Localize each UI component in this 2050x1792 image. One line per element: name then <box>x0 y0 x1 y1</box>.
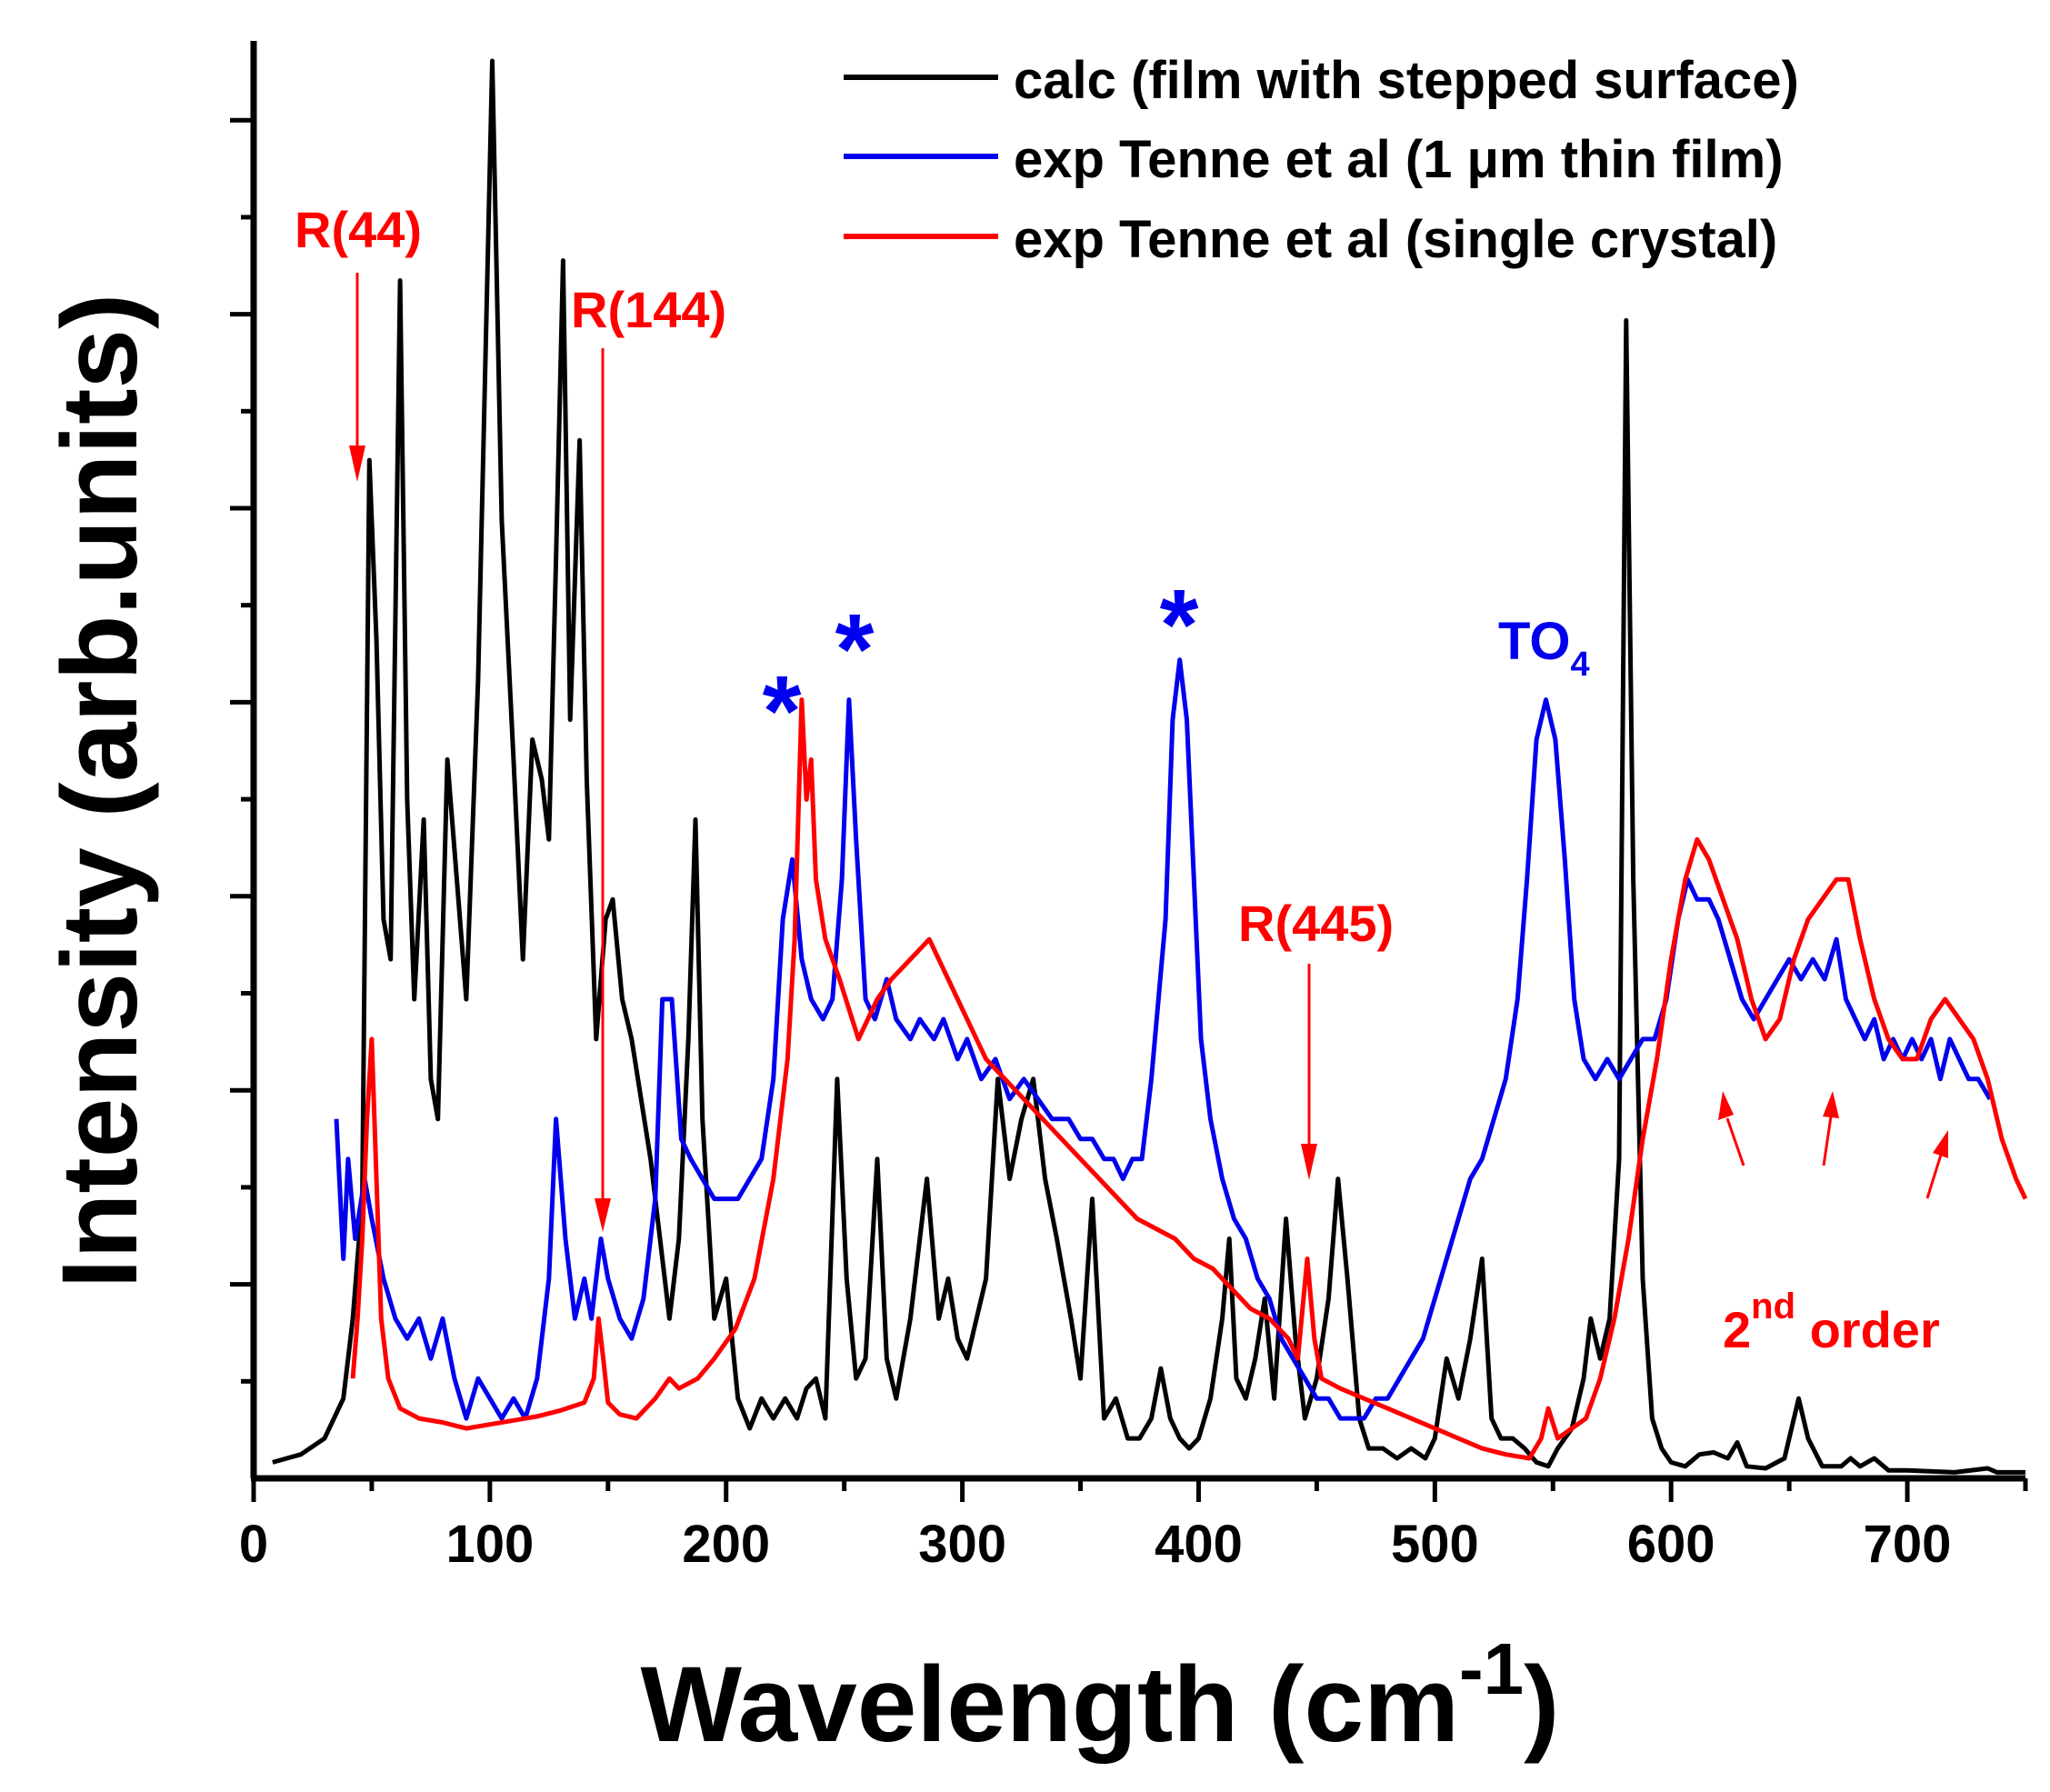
arrow-2nd-order-2-head <box>1823 1091 1839 1118</box>
annotation-to4-sub: 4 <box>1571 646 1590 684</box>
annotation-second-order: 2nd order <box>1723 1286 1940 1358</box>
series-line-0 <box>272 58 2025 1475</box>
axes <box>250 41 2025 1482</box>
x-tick-label: 500 <box>1391 1515 1479 1574</box>
legend-label-single-crystal: exp Tenne et al (single crystal) <box>1014 210 1777 269</box>
x-tick-label: 300 <box>918 1515 1006 1574</box>
x-axis-title-main: Wavelength (cm <box>641 1645 1459 1765</box>
series-line-1 <box>334 657 1993 1421</box>
arrow-2nd-order-3-shaft <box>1925 1154 1943 1199</box>
annotation-second-order-tail: order <box>1795 1301 1940 1358</box>
legend-label-calc: calc (film with stepped surface) <box>1014 51 1799 110</box>
x-tick-label: 600 <box>1627 1515 1715 1574</box>
series-line-2 <box>350 697 2028 1461</box>
annotation-asterisk-392: * <box>1160 569 1199 681</box>
annotation-to4-main: TO <box>1498 612 1571 671</box>
x-axis-title: Wavelength (cm-1) <box>641 1628 1560 1765</box>
arrow-r144-head <box>595 1198 611 1232</box>
annotation-to4: TO4 <box>1498 612 1590 684</box>
arrow-r44-head <box>349 445 365 482</box>
annotation-r144: R(144) <box>571 281 726 338</box>
annotation-asterisk-253: * <box>835 594 875 706</box>
arrow-2nd-order-1-head <box>1718 1091 1734 1120</box>
annotation-second-order-sup: nd <box>1751 1286 1795 1326</box>
x-tick-label: 400 <box>1155 1515 1243 1574</box>
annotation-r44: R(44) <box>295 201 422 258</box>
x-tick-label: 100 <box>445 1515 534 1574</box>
arrow-2nd-order-3-head <box>1933 1130 1948 1158</box>
arrow-r445-head <box>1301 1144 1317 1180</box>
x-tick-label: 200 <box>682 1515 770 1574</box>
annotations: R(44) R(144) R(445) * * * TO4 2nd order <box>295 201 1948 1358</box>
x-axis-title-end: ) <box>1524 1645 1559 1765</box>
y-axis-title: Intensity (arb.units) <box>40 294 160 1289</box>
x-tick-labels: 0 100 200 300 400 500 600 700 <box>239 1515 1952 1574</box>
x-tick-label: 0 <box>239 1515 268 1574</box>
x-axis-title-sup: -1 <box>1459 1628 1524 1709</box>
annotation-r445: R(445) <box>1238 895 1394 952</box>
arrow-2nd-order-1-shaft <box>1725 1117 1745 1166</box>
x-tick-label: 700 <box>1864 1515 1952 1574</box>
arrow-2nd-order-2-shaft <box>1822 1116 1833 1166</box>
annotation-second-order-main: 2 <box>1723 1301 1751 1358</box>
series-layer <box>272 58 2028 1475</box>
annotation-asterisk-225: * <box>763 656 802 767</box>
legend-label-thin-film: exp Tenne et al (1 μm thin film) <box>1014 130 1784 189</box>
legend: calc (film with stepped surface) exp Ten… <box>844 51 1799 269</box>
